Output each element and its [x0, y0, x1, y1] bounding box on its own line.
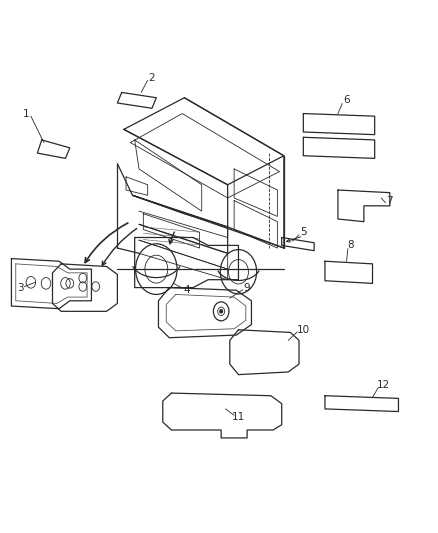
Text: 12: 12: [377, 380, 390, 390]
Text: 1: 1: [23, 109, 30, 118]
Text: 5: 5: [300, 227, 307, 237]
Text: 10: 10: [297, 325, 310, 335]
Text: 3: 3: [17, 282, 23, 293]
Text: 9: 9: [244, 282, 251, 293]
Text: 11: 11: [232, 412, 245, 422]
Text: 6: 6: [343, 95, 350, 106]
Text: 2: 2: [148, 72, 155, 83]
Text: 4: 4: [183, 285, 190, 295]
Text: 8: 8: [348, 240, 354, 251]
Text: 7: 7: [386, 196, 393, 206]
Circle shape: [220, 310, 223, 313]
